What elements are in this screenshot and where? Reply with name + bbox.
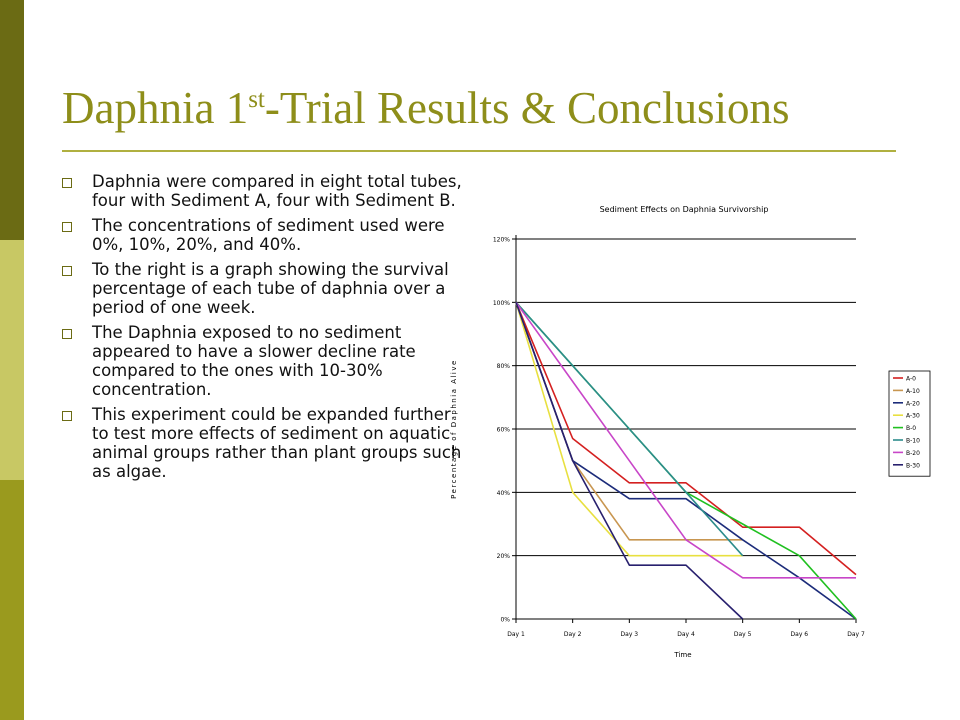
bullet-item: The Daphnia exposed to no sediment appea… [62, 323, 462, 399]
square-bullet-icon [62, 266, 72, 276]
y-axis-label: Percentage of Daphnia Alive [450, 359, 458, 499]
square-bullet-icon [62, 178, 72, 188]
sidebar-segment-dark [0, 0, 24, 240]
series-line [515, 302, 857, 620]
square-bullet-icon [62, 329, 72, 339]
legend-box [888, 370, 931, 477]
series-line [515, 302, 857, 576]
legend-label: A-30 [906, 413, 920, 420]
y-tick-label: 100% [493, 300, 510, 307]
series-line [515, 302, 744, 620]
bullet-text: To the right is a graph showing the surv… [92, 260, 449, 317]
bullet-item: The concentrations of sediment used were… [62, 216, 462, 254]
bullet-text: This experiment could be expanded furthe… [92, 405, 462, 481]
x-tick-label: Day 3 [621, 631, 639, 638]
series-line [515, 302, 743, 557]
gridlines [516, 238, 856, 557]
legend-label: B-20 [906, 450, 920, 457]
survivorship-chart: Sediment Effects on Daphnia Survivorship… [450, 205, 931, 659]
x-axis-label: Time [673, 651, 691, 659]
bullet-text: The Daphnia exposed to no sediment appea… [92, 323, 416, 399]
series-line [515, 301, 857, 620]
sidebar-segment-mid [0, 480, 24, 720]
series-line [515, 301, 856, 579]
bullet-item: To the right is a graph showing the surv… [62, 260, 462, 317]
slide-title-rest: -Trial Results & Conclusions [264, 83, 790, 133]
legend-label: B-30 [906, 462, 920, 469]
bullet-item: This experiment could be expanded furthe… [62, 405, 462, 481]
y-tick-label: 120% [493, 237, 510, 244]
series-line [515, 301, 744, 557]
bullet-list: Daphnia were compared in eight total tub… [62, 172, 462, 487]
x-tick-label: Day 2 [564, 631, 582, 638]
square-bullet-icon [62, 411, 72, 421]
x-tick-label: Day 4 [677, 631, 695, 638]
y-tick-label: 20% [497, 553, 511, 560]
legend: A-0 A-10 A-20 A-30 B-0 B-10 B-20 B-30 [888, 370, 931, 477]
x-tick-label: Day 1 [507, 631, 525, 638]
x-tick-label: Day 7 [847, 631, 865, 638]
square-bullet-icon [62, 222, 72, 232]
slide-title: Daphnia 1st-Trial Results & Conclusions [62, 83, 790, 134]
sidebar-segment-light [0, 240, 24, 480]
chart-title: Sediment Effects on Daphnia Survivorship [600, 205, 769, 214]
legend-label: A-10 [906, 388, 920, 395]
x-tick-label: Day 5 [734, 631, 752, 638]
legend-label: A-20 [906, 400, 920, 407]
legend-label: B-10 [906, 438, 920, 445]
series-lines [515, 301, 857, 620]
bullet-text: The concentrations of sediment used were… [92, 216, 445, 254]
bullet-text: Daphnia were compared in eight total tub… [92, 172, 462, 210]
slide-title-superscript: st [248, 86, 265, 113]
y-tick-label: 40% [497, 490, 511, 497]
sidebar-accent [0, 0, 24, 720]
axes: 0% 20% 40% 60% 80% 100% 120% Day 1 Day 2 Day 3 Day… [493, 235, 865, 638]
x-tick-label: Day 6 [791, 631, 809, 638]
title-divider [62, 150, 896, 152]
bullet-item: Daphnia were compared in eight total tub… [62, 172, 462, 210]
y-tick-label: 80% [497, 363, 511, 370]
y-tick-label: 60% [497, 427, 511, 434]
slide-title-main: Daphnia 1 [62, 83, 249, 133]
legend-label: A-0 [906, 376, 916, 383]
legend-label: B-0 [906, 425, 916, 432]
y-tick-label: 0% [500, 617, 510, 624]
